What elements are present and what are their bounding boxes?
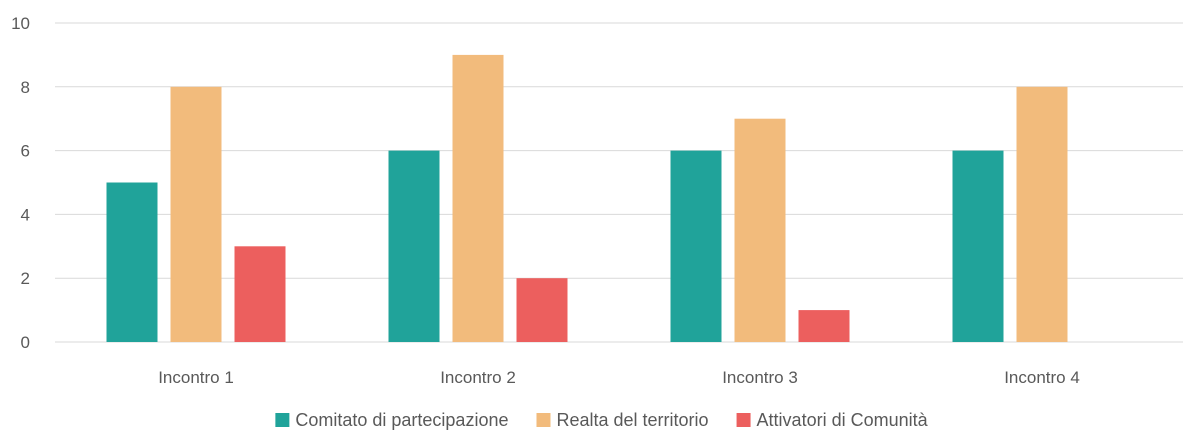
bar-series-2-cat-0 bbox=[234, 246, 286, 342]
bar-series-0-cat-3 bbox=[952, 150, 1004, 342]
legend-item-2: Attivatori di Comunità bbox=[736, 410, 929, 430]
legend-swatch bbox=[275, 413, 290, 427]
bar-series-2-cat-1 bbox=[516, 278, 568, 342]
legend-swatch bbox=[736, 413, 751, 427]
bars bbox=[106, 54, 1068, 343]
x-axis-categories: Incontro 1 Incontro 2 Incontro 3 Incontro 4 bbox=[158, 368, 1080, 387]
x-category-label: Incontro 3 bbox=[722, 368, 798, 387]
y-tick-label: 0 bbox=[21, 333, 30, 352]
y-tick-label: 4 bbox=[21, 205, 30, 224]
y-tick-label: 8 bbox=[21, 78, 30, 97]
bar-series-1-cat-1 bbox=[452, 54, 504, 343]
bar-series-1-cat-0 bbox=[170, 86, 222, 342]
legend-swatch bbox=[536, 413, 551, 427]
x-category-label: Incontro 2 bbox=[440, 368, 516, 387]
bar-series-0-cat-2 bbox=[670, 150, 722, 342]
y-axis-ticks: 0 2 4 6 8 10 bbox=[11, 14, 30, 352]
x-category-label: Incontro 4 bbox=[1004, 368, 1080, 387]
bar-series-2-cat-2 bbox=[798, 310, 850, 342]
legend-label: Attivatori di Comunità bbox=[757, 410, 929, 430]
legend-item-1: Realta del territorio bbox=[536, 410, 709, 430]
legend: Comitato di partecipazione Realta del ter… bbox=[275, 410, 929, 430]
legend-label: Realta del territorio bbox=[556, 410, 708, 430]
bar-series-1-cat-2 bbox=[734, 118, 786, 342]
y-tick-label: 10 bbox=[11, 14, 30, 33]
x-category-label: Incontro 1 bbox=[158, 368, 234, 387]
legend-item-0: Comitato di partecipazione bbox=[275, 410, 508, 430]
gridlines bbox=[55, 22, 1183, 343]
bar-series-0-cat-1 bbox=[388, 150, 440, 342]
y-tick-label: 2 bbox=[21, 269, 30, 288]
y-tick-label: 6 bbox=[21, 142, 30, 161]
bar-series-0-cat-0 bbox=[106, 182, 158, 342]
bar-series-1-cat-3 bbox=[1016, 86, 1068, 342]
legend-label: Comitato di partecipazione bbox=[295, 410, 508, 430]
